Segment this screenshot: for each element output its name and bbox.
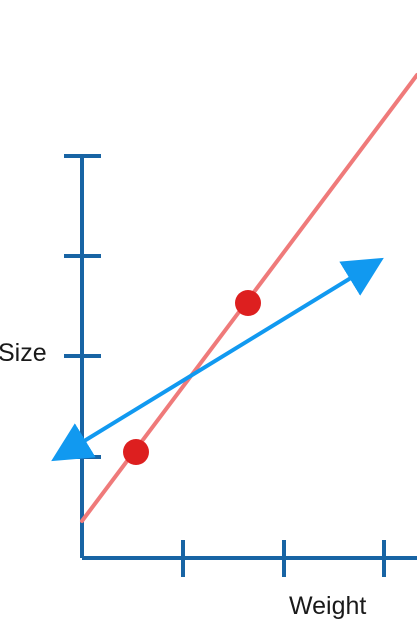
x-axis-label: Weight: [289, 592, 367, 620]
data-point-upper: [235, 290, 261, 316]
blue-arrow-line: [51, 257, 384, 462]
data-point-lower: [123, 439, 149, 465]
axes: [64, 154, 417, 577]
y-axis-label: Size: [0, 339, 47, 367]
